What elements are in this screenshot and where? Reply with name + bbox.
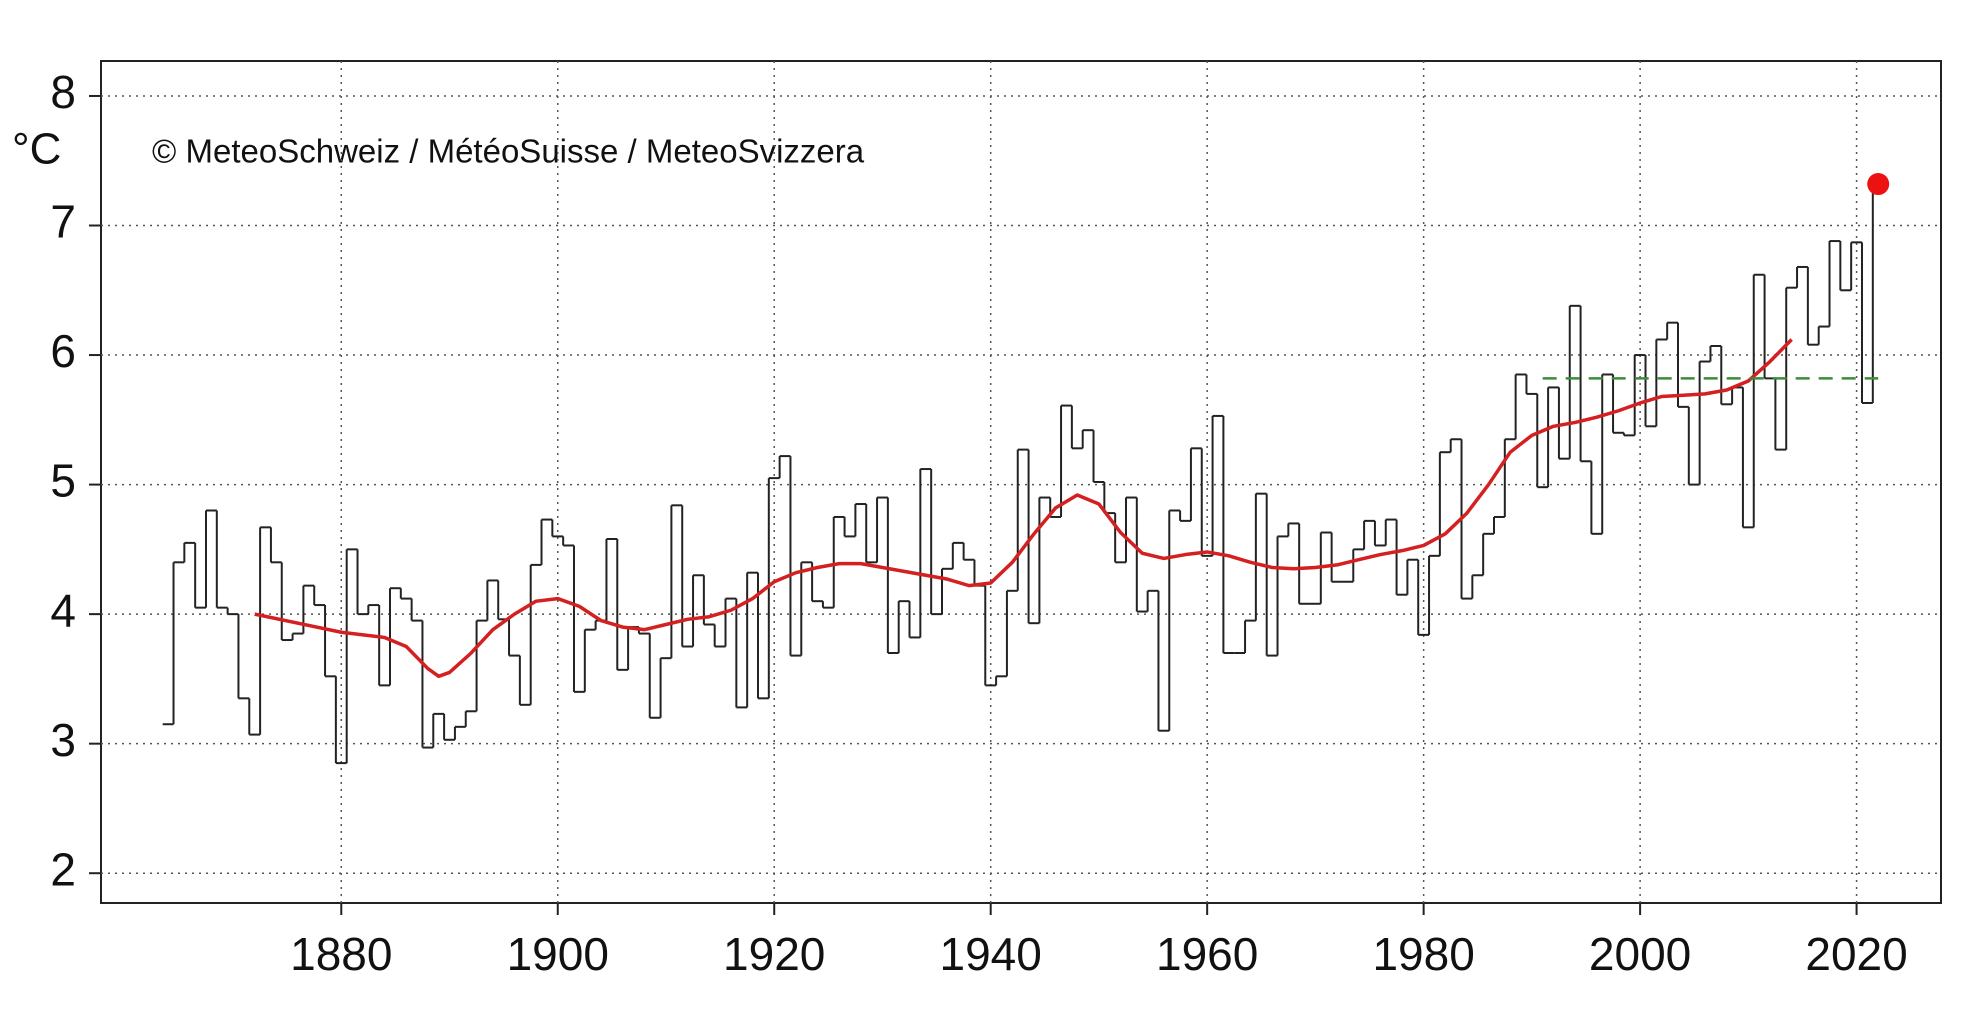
highlight-point [1867,173,1890,196]
x-tick-label: 2020 [1805,928,1907,980]
y-tick-label: 2 [50,843,76,895]
y-axis-label: °C [12,125,61,174]
y-tick-label: 6 [50,325,76,377]
y-tick-label: 5 [50,455,76,507]
plot-frame [100,60,1942,904]
x-tick-label: 1940 [940,928,1042,980]
x-tick-label: 1920 [723,928,825,980]
x-tick-label: 2000 [1589,928,1691,980]
x-tick-label: 1980 [1372,928,1474,980]
y-tick-label: 7 [50,196,76,248]
y-tick-label: 8 [50,66,76,118]
smooth-curve [254,338,1793,679]
y-tick-label: 4 [50,584,76,636]
y-tick-label: 3 [50,714,76,766]
x-tick-label: 1960 [1156,928,1258,980]
x-tick-label: 1900 [507,928,609,980]
annotation: © MeteoSchweiz / MétéoSuisse / MeteoSviz… [152,133,865,170]
x-tick-label: 1880 [290,928,392,980]
